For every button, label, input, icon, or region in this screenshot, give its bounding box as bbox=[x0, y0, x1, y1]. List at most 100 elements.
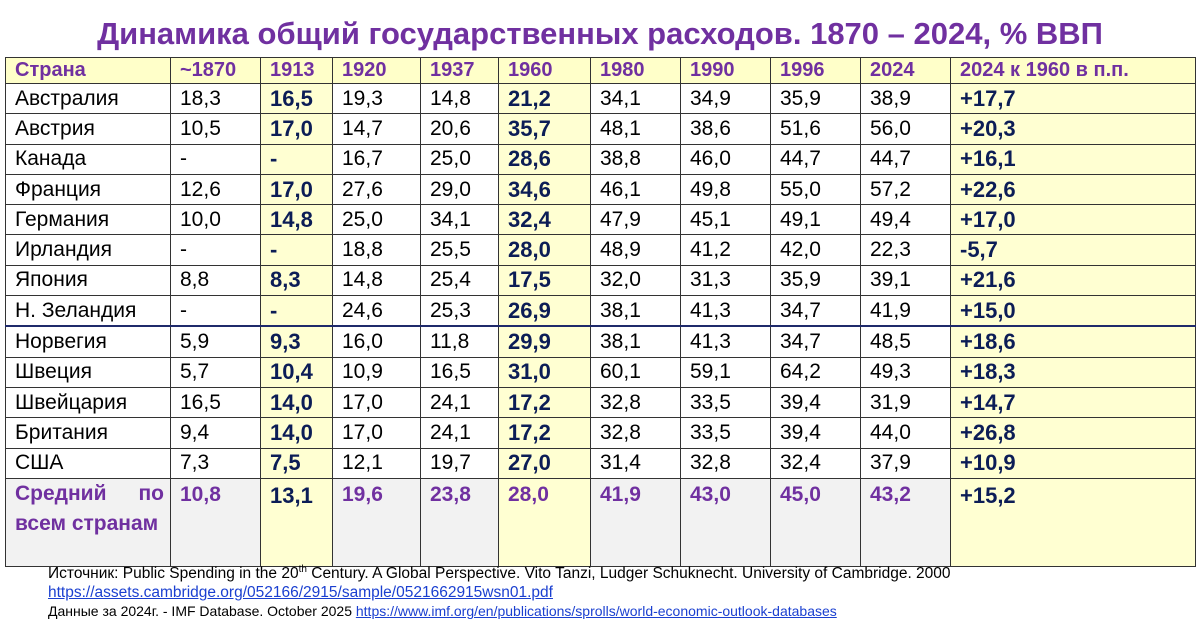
table-cell: 14,8 bbox=[332, 264, 421, 297]
table-cell: 38,1 bbox=[590, 325, 681, 358]
table-cell: 60,1 bbox=[590, 356, 681, 388]
table-cell: 10,9 bbox=[332, 356, 421, 388]
table-cell: 19,6 bbox=[332, 477, 421, 567]
table-row: Франция 12,6 17,0 27,6 29,0 34,6 46,1 49,8 55,0 5… bbox=[5, 173, 1196, 206]
table-cell: 14,0 bbox=[260, 417, 333, 449]
table-cell: 34,1 bbox=[420, 204, 499, 236]
table-cell: 41,9 bbox=[860, 295, 951, 327]
row-label: США bbox=[5, 447, 171, 479]
table-cell: 22,3 bbox=[860, 234, 951, 266]
table-cell: 49,4 bbox=[860, 204, 951, 236]
table-cell: 46,0 bbox=[680, 143, 771, 175]
table-cell: 28,0 bbox=[498, 234, 591, 266]
table-cell: 2024 к 1960 в п.п. bbox=[950, 57, 1196, 84]
source-text: Данные за 2024г. - IMF Database. October… bbox=[48, 603, 356, 620]
table-cell: 25,3 bbox=[420, 295, 499, 327]
table-cell: 9,4 bbox=[170, 417, 261, 449]
table-cell: 1937 bbox=[420, 57, 499, 84]
table-cell: 19,3 bbox=[332, 82, 421, 115]
row-label: Германия bbox=[5, 204, 171, 236]
table-cell: 37,9 bbox=[860, 447, 951, 479]
source-line: Источник: Public Spending in the 20th Ce… bbox=[48, 560, 951, 583]
table-cell: 46,1 bbox=[590, 173, 681, 206]
table-cell: 1913 bbox=[260, 57, 333, 84]
table-row: США 7,3 7,5 12,1 19,7 27,0 31,4 32,8 32,4 37,9 +10… bbox=[5, 447, 1196, 479]
table-cell: 10,4 bbox=[260, 356, 333, 388]
spending-table: Страна ~1870 1913 1920 1937 1960 1980 1990 1996 2… bbox=[5, 57, 1196, 567]
table-cell: 41,9 bbox=[590, 477, 681, 567]
table-cell: - bbox=[260, 295, 333, 327]
source-text: Century. A Global Perspective. Vito Tanz… bbox=[306, 565, 951, 583]
row-label: Швейцария bbox=[5, 386, 171, 419]
table-cell: 41,3 bbox=[680, 295, 771, 327]
table-cell: +16,1 bbox=[950, 143, 1196, 175]
table-cell: 48,1 bbox=[590, 113, 681, 145]
table-cell: +10,9 bbox=[950, 447, 1196, 479]
row-label: Канада bbox=[5, 143, 171, 175]
source-text: Источник: Public Spending in the 20 bbox=[48, 565, 299, 583]
table-cell: 28,6 bbox=[498, 143, 591, 175]
table-row: Британия 9,4 14,0 17,0 24,1 17,2 32,8 33,5 39,4 4… bbox=[5, 417, 1196, 449]
table-cell: 59,1 bbox=[680, 356, 771, 388]
table-cell: - bbox=[170, 143, 261, 175]
source-line: https://assets.cambridge.org/052166/2915… bbox=[48, 583, 951, 602]
table-cell: +18,3 bbox=[950, 356, 1196, 388]
table-cell: 14,8 bbox=[260, 204, 333, 236]
table-cell: 16,7 bbox=[332, 143, 421, 175]
source-link[interactable]: https://www.imf.org/en/publications/spro… bbox=[355, 603, 837, 620]
table-cell: 1920 bbox=[332, 57, 421, 84]
row-label: Норвегия bbox=[5, 325, 171, 358]
table-cell: 34,9 bbox=[680, 82, 771, 115]
table-cell: 5,7 bbox=[170, 356, 261, 388]
table-cell: 44,0 bbox=[860, 417, 951, 449]
table-cell: 14,8 bbox=[420, 82, 499, 115]
table-cell: - bbox=[170, 234, 261, 266]
table-cell: 33,5 bbox=[680, 386, 771, 419]
table-cell: 38,8 bbox=[590, 143, 681, 175]
table-cell: 8,3 bbox=[260, 264, 333, 297]
table-cell: 47,9 bbox=[590, 204, 681, 236]
table-cell: 34,6 bbox=[498, 173, 591, 206]
table-cell: 1980 bbox=[590, 57, 681, 84]
table-cell: 34,1 bbox=[590, 82, 681, 115]
table-cell: 35,9 bbox=[770, 264, 861, 297]
table-cell: - bbox=[260, 143, 333, 175]
table-cell: 31,9 bbox=[860, 386, 951, 419]
table-cell: 16,5 bbox=[170, 386, 261, 419]
row-label: Франция bbox=[5, 173, 171, 206]
table-cell: 44,7 bbox=[860, 143, 951, 175]
table-row: Япония 8,8 8,3 14,8 25,4 17,5 32,0 31,3 35,9 39,1… bbox=[5, 264, 1196, 297]
table-cell: +17,0 bbox=[950, 204, 1196, 236]
row-label: Япония bbox=[5, 264, 171, 297]
table-cell: 19,7 bbox=[420, 447, 499, 479]
table-cell: 43,0 bbox=[680, 477, 771, 567]
table-row: Швейцария 16,5 14,0 17,0 24,1 17,2 32,8 33,5 39,… bbox=[5, 386, 1196, 419]
table-cell: 1990 bbox=[680, 57, 771, 84]
table-cell: 14,0 bbox=[260, 386, 333, 419]
table-cell: +21,6 bbox=[950, 264, 1196, 297]
table-cell: 49,3 bbox=[860, 356, 951, 388]
table-cell: - bbox=[260, 234, 333, 266]
table-cell: +18,6 bbox=[950, 325, 1196, 358]
table-row: Ирландия - -18,8 25,5 28,0 48,9 41,2 42,0 22,3 -5… bbox=[5, 234, 1196, 266]
table-cell: 17,0 bbox=[260, 173, 333, 206]
table-cell: 41,2 bbox=[680, 234, 771, 266]
row-label: Средний по всем странам bbox=[5, 477, 171, 567]
table-cell: 1996 bbox=[770, 57, 861, 84]
table-cell: 11,8 bbox=[420, 325, 499, 358]
source-link[interactable]: https://assets.cambridge.org/052166/2915… bbox=[48, 584, 553, 602]
table-cell: 38,9 bbox=[860, 82, 951, 115]
table-cell: 31,4 bbox=[590, 447, 681, 479]
row-label: Австралия bbox=[5, 82, 171, 115]
table-cell: 25,0 bbox=[332, 204, 421, 236]
table-cell: 27,0 bbox=[498, 447, 591, 479]
table-row: Канада - -16,7 25,0 28,6 38,8 46,0 44,7 44,7 +16,… bbox=[5, 143, 1196, 175]
table-cell: 35,7 bbox=[498, 113, 591, 145]
table-cell: 24,1 bbox=[420, 386, 499, 419]
table-cell: 26,9 bbox=[498, 295, 591, 327]
table-cell: 13,1 bbox=[260, 477, 333, 567]
table-cell: 24,6 bbox=[332, 295, 421, 327]
table-cell: 55,0 bbox=[770, 173, 861, 206]
table-row: Австрия 10,5 17,0 14,7 20,6 35,7 48,1 38,6 51,6 5… bbox=[5, 113, 1196, 145]
